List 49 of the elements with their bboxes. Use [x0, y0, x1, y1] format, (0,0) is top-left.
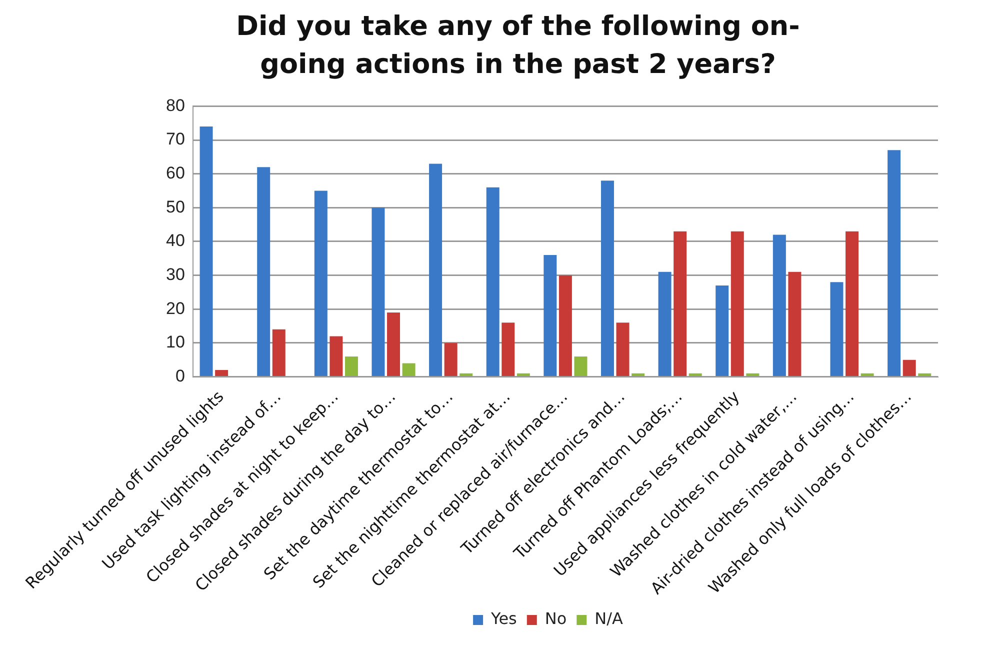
bar — [387, 312, 400, 376]
bar — [574, 356, 588, 376]
bar — [888, 150, 901, 376]
y-tick-label: 20 — [166, 298, 185, 318]
bar — [600, 180, 614, 376]
bar — [716, 285, 729, 376]
y-tick-label: 10 — [166, 332, 185, 352]
bar — [730, 231, 744, 376]
bar — [314, 190, 328, 376]
y-tick-label: 70 — [166, 130, 185, 149]
bar — [502, 322, 515, 376]
bar — [658, 272, 672, 376]
bar — [516, 373, 530, 376]
chart-title: Did you take any of the following on-going actions in the past 2 years? — [235, 10, 801, 82]
bar — [902, 360, 916, 376]
bar — [830, 282, 844, 376]
legend-label: No — [544, 609, 567, 628]
bar — [558, 275, 572, 376]
bar — [402, 363, 416, 376]
bar — [688, 373, 702, 376]
y-tick-label: 50 — [166, 197, 185, 216]
bar — [846, 231, 859, 376]
bar — [632, 373, 645, 376]
bar — [429, 164, 442, 376]
bar — [772, 234, 786, 376]
bar — [918, 373, 932, 376]
bar — [444, 342, 458, 376]
y-tick-label: 80 — [166, 96, 185, 115]
bar — [486, 187, 500, 376]
y-tick-label: 30 — [166, 265, 185, 284]
bar — [616, 322, 630, 376]
bar — [215, 370, 228, 376]
bar — [257, 167, 270, 376]
y-tick-label: 60 — [166, 164, 185, 183]
bar — [788, 272, 802, 376]
y-tick-label: 0 — [175, 366, 185, 386]
y-tick-label: 40 — [166, 231, 185, 250]
bar — [460, 373, 473, 376]
bar — [746, 373, 760, 376]
bar — [272, 329, 286, 376]
bar — [860, 373, 874, 376]
bar — [372, 208, 385, 376]
bar — [200, 126, 213, 376]
legend-label: N/A — [594, 609, 623, 628]
bar — [674, 231, 687, 376]
bar — [330, 336, 343, 376]
legend-label: Yes — [490, 609, 517, 628]
bar — [544, 255, 557, 376]
bar — [344, 356, 358, 376]
